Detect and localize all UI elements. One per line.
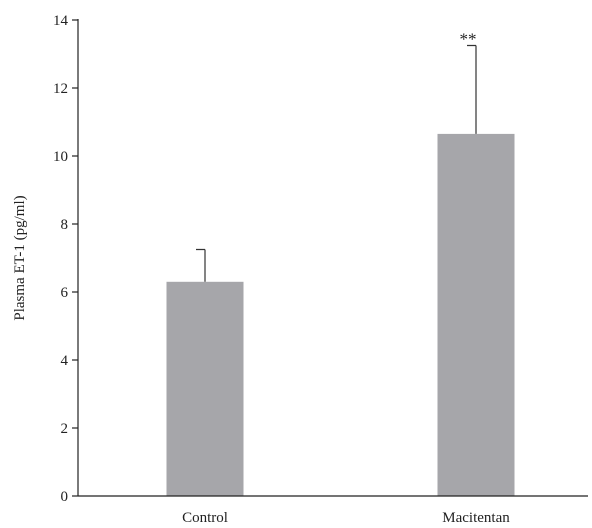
x-axis-labels: Control Macitentan [182, 510, 510, 526]
error-bar-0 [196, 248, 206, 282]
y-tick-label-0: 0 [61, 489, 69, 505]
y-tick-label-4: 8 [61, 217, 69, 233]
bars [166, 133, 515, 496]
significance-markers: ** [460, 30, 477, 49]
bar-1 [437, 133, 515, 496]
error-bars [196, 44, 477, 282]
significance-label-1: ** [460, 30, 477, 49]
y-axis-title: Plasma ET-1 (pg/ml) [12, 195, 28, 320]
x-tick-label-0: Control [182, 510, 228, 526]
y-axis-ticks: 0 2 4 6 8 10 12 14 [53, 13, 78, 505]
y-tick-label-6: 12 [53, 81, 68, 97]
x-tick-label-1: Macitentan [442, 510, 510, 526]
y-tick-label-7: 14 [53, 13, 69, 29]
bar-0 [166, 281, 244, 496]
error-bar-1 [467, 44, 477, 134]
y-tick-label-1: 2 [61, 421, 69, 437]
y-tick-label-2: 4 [61, 353, 69, 369]
y-tick-label-3: 6 [61, 285, 69, 301]
y-tick-label-5: 10 [53, 149, 68, 165]
